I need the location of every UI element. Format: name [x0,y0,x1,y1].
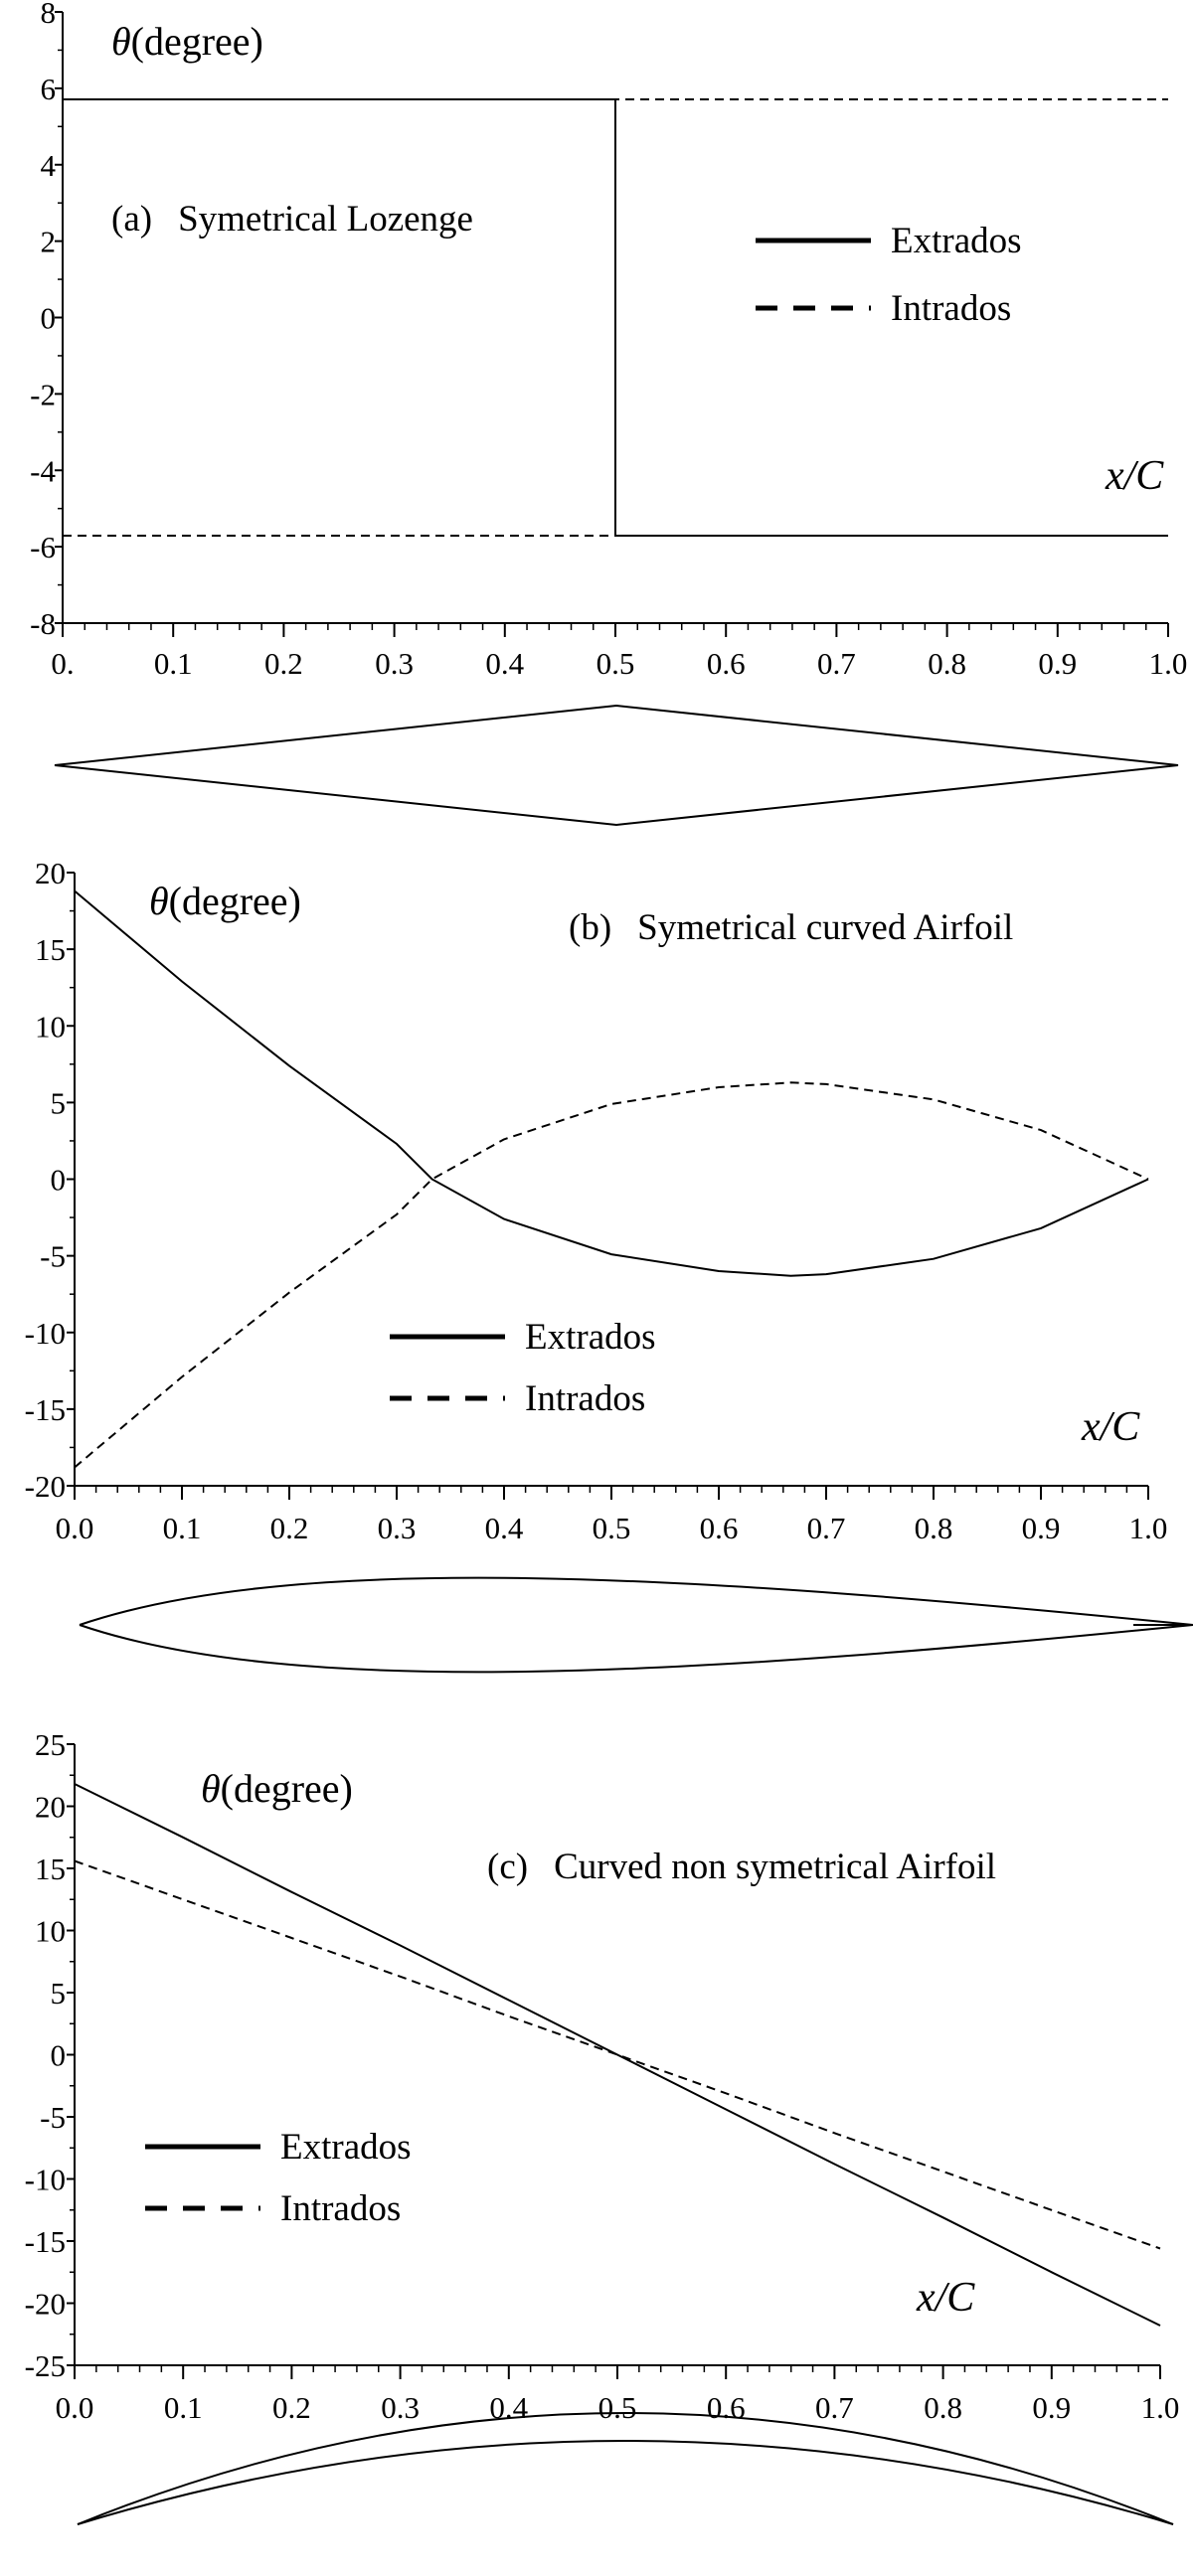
y-tick-label: 20 [35,1790,66,1825]
y-tick-label: 2 [41,225,57,259]
x-tick-label: 0.7 [807,1511,846,1545]
x-tick-label: 0.0 [56,2390,94,2425]
y-tick-label: -4 [30,453,56,488]
y-tick-label: -10 [25,1316,66,1351]
chart-title: (b) Symetrical curved Airfoil [569,907,1013,948]
y-tick-label: 10 [35,1914,66,1949]
y-tick-label: 0 [51,2038,67,2073]
y-tick-label: 0 [41,301,57,336]
series-line-intrados [74,1859,1161,2250]
x-tick-label: 0.1 [163,1511,202,1545]
y-tick-label: 25 [35,1727,66,1762]
chart-title: (c) Curved non symetrical Airfoil [487,1847,996,1887]
upper-surface [77,2412,1174,2525]
x-tick-label: 0.2 [264,646,303,681]
legend-label: Extrados [525,1317,656,1358]
y-tick-label: 20 [35,856,66,890]
x-tick-label: 0.6 [707,646,746,681]
legend-label: Intrados [280,2188,401,2229]
airfoil-profile [77,2412,1174,2525]
x-tick-label: 0.1 [154,646,193,681]
y-tick-label: 10 [35,1009,66,1044]
x-tick-label: 1.0 [1129,1511,1168,1545]
y-tick-label: 0 [51,1163,67,1198]
y-tick-label: 5 [51,1085,67,1120]
airfoil-profile [79,1576,1193,1674]
y-tick-label: -20 [25,2287,66,2322]
series-line-extrados [74,889,1149,1277]
y-tick-label: -15 [25,2224,66,2259]
y-tick-label: -8 [30,606,56,641]
x-tick-label: 0.3 [378,1511,417,1545]
x-tick-label: 0.6 [700,1511,739,1545]
chart-title: (a) Symetrical Lozenge [111,199,473,240]
y-tick-label: 8 [41,0,57,30]
x-tick-label: 0.3 [375,646,414,681]
series-line-extrados [74,1783,1161,2327]
x-tick-label: 0.7 [817,646,856,681]
y-tick-label: 5 [51,1976,67,2011]
x-axis-label: x/C [1081,1404,1140,1450]
y-tick-label: 6 [41,72,57,106]
x-tick-label: 0.8 [928,646,966,681]
y-tick-label: 4 [41,148,57,183]
upper-surface [79,1576,1193,1626]
x-tick-label: 0.4 [485,646,524,681]
x-tick-label: 0.4 [485,1511,524,1545]
x-axis-label: x/C [1105,453,1164,499]
x-tick-label: 0. [51,646,74,681]
y-axis-label: θ(degree) [201,1766,353,1811]
x-tick-label: 0.3 [381,2390,420,2425]
y-tick-label: -5 [40,1239,66,1274]
x-tick-label: 1.0 [1149,646,1188,681]
chart-panel-2: 20 15 10 5 0 -5 -10 -15 -20 0.0 0.1 0.2 0.3 0.4 0.5 0.6… [25,856,1193,1674]
x-tick-label: 0.7 [815,2390,854,2425]
lozenge-profile [54,704,1179,827]
x-tick-label: 0.1 [164,2390,203,2425]
x-tick-label: 0.9 [1032,2390,1071,2425]
y-tick-label: -6 [30,530,56,564]
legend: Extrados Intrados [756,221,1022,329]
x-axis-label: x/C [916,2275,975,2321]
x-tick-label: 0.5 [598,2390,637,2425]
legend-label: Extrados [280,2127,412,2168]
x-tick-label: 0.9 [1038,646,1077,681]
y-tick-label: -20 [25,1469,66,1504]
x-tick-label: 1.0 [1141,2390,1180,2425]
y-tick-label: -2 [30,377,56,411]
airfoil-profile [54,704,1179,827]
y-tick-label: -10 [25,2163,66,2197]
x-tick-label: 0.8 [924,2390,962,2425]
x-tick-label: 0.5 [593,1511,631,1545]
legend-label: Extrados [891,221,1022,261]
x-tick-label: 0.2 [270,1511,309,1545]
series-line-extrados [63,98,1168,537]
y-tick-label: -15 [25,1392,66,1427]
y-tick-label: 15 [35,1852,66,1886]
series-line-intrados [74,1081,1149,1469]
y-axis-label: θ(degree) [149,879,301,923]
y-tick-label: -25 [25,2348,66,2383]
x-tick-label: 0.5 [596,646,635,681]
chart-panel-1: 8 6 4 2 0 -2 -4 -6 -8 0. 0.1 0.2 0.3 0.4 0.5 0.6 0.7 0.8 0… [30,0,1188,827]
lower-surface [79,1624,1193,1674]
legend-label: Intrados [891,288,1011,329]
x-tick-label: 0.2 [272,2390,311,2425]
x-tick-label: 0.0 [56,1511,94,1545]
legend: Extrados Intrados [145,2127,412,2229]
x-tick-label: 0.8 [915,1511,953,1545]
y-axis-label: θ(degree) [111,19,263,64]
y-tick-label: -5 [40,2100,66,2135]
lower-surface [77,2440,1174,2525]
y-tick-label: 15 [35,932,66,967]
series-line-intrados [63,98,1168,537]
legend: Extrados Intrados [390,1317,656,1419]
x-tick-label: 0.6 [707,2390,746,2425]
x-tick-label: 0.9 [1022,1511,1061,1545]
legend-label: Intrados [525,1378,645,1419]
